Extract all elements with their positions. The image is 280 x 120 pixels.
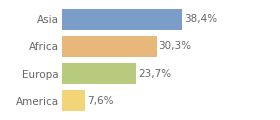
Bar (62, 90, 85, 111)
Text: 23,7%: 23,7% (138, 69, 171, 79)
Bar (62, 36, 157, 57)
Bar (62, 9, 182, 30)
Text: 30,3%: 30,3% (158, 41, 192, 51)
Text: 38,4%: 38,4% (184, 14, 217, 24)
Bar (62, 63, 136, 84)
Text: 7,6%: 7,6% (87, 96, 114, 106)
